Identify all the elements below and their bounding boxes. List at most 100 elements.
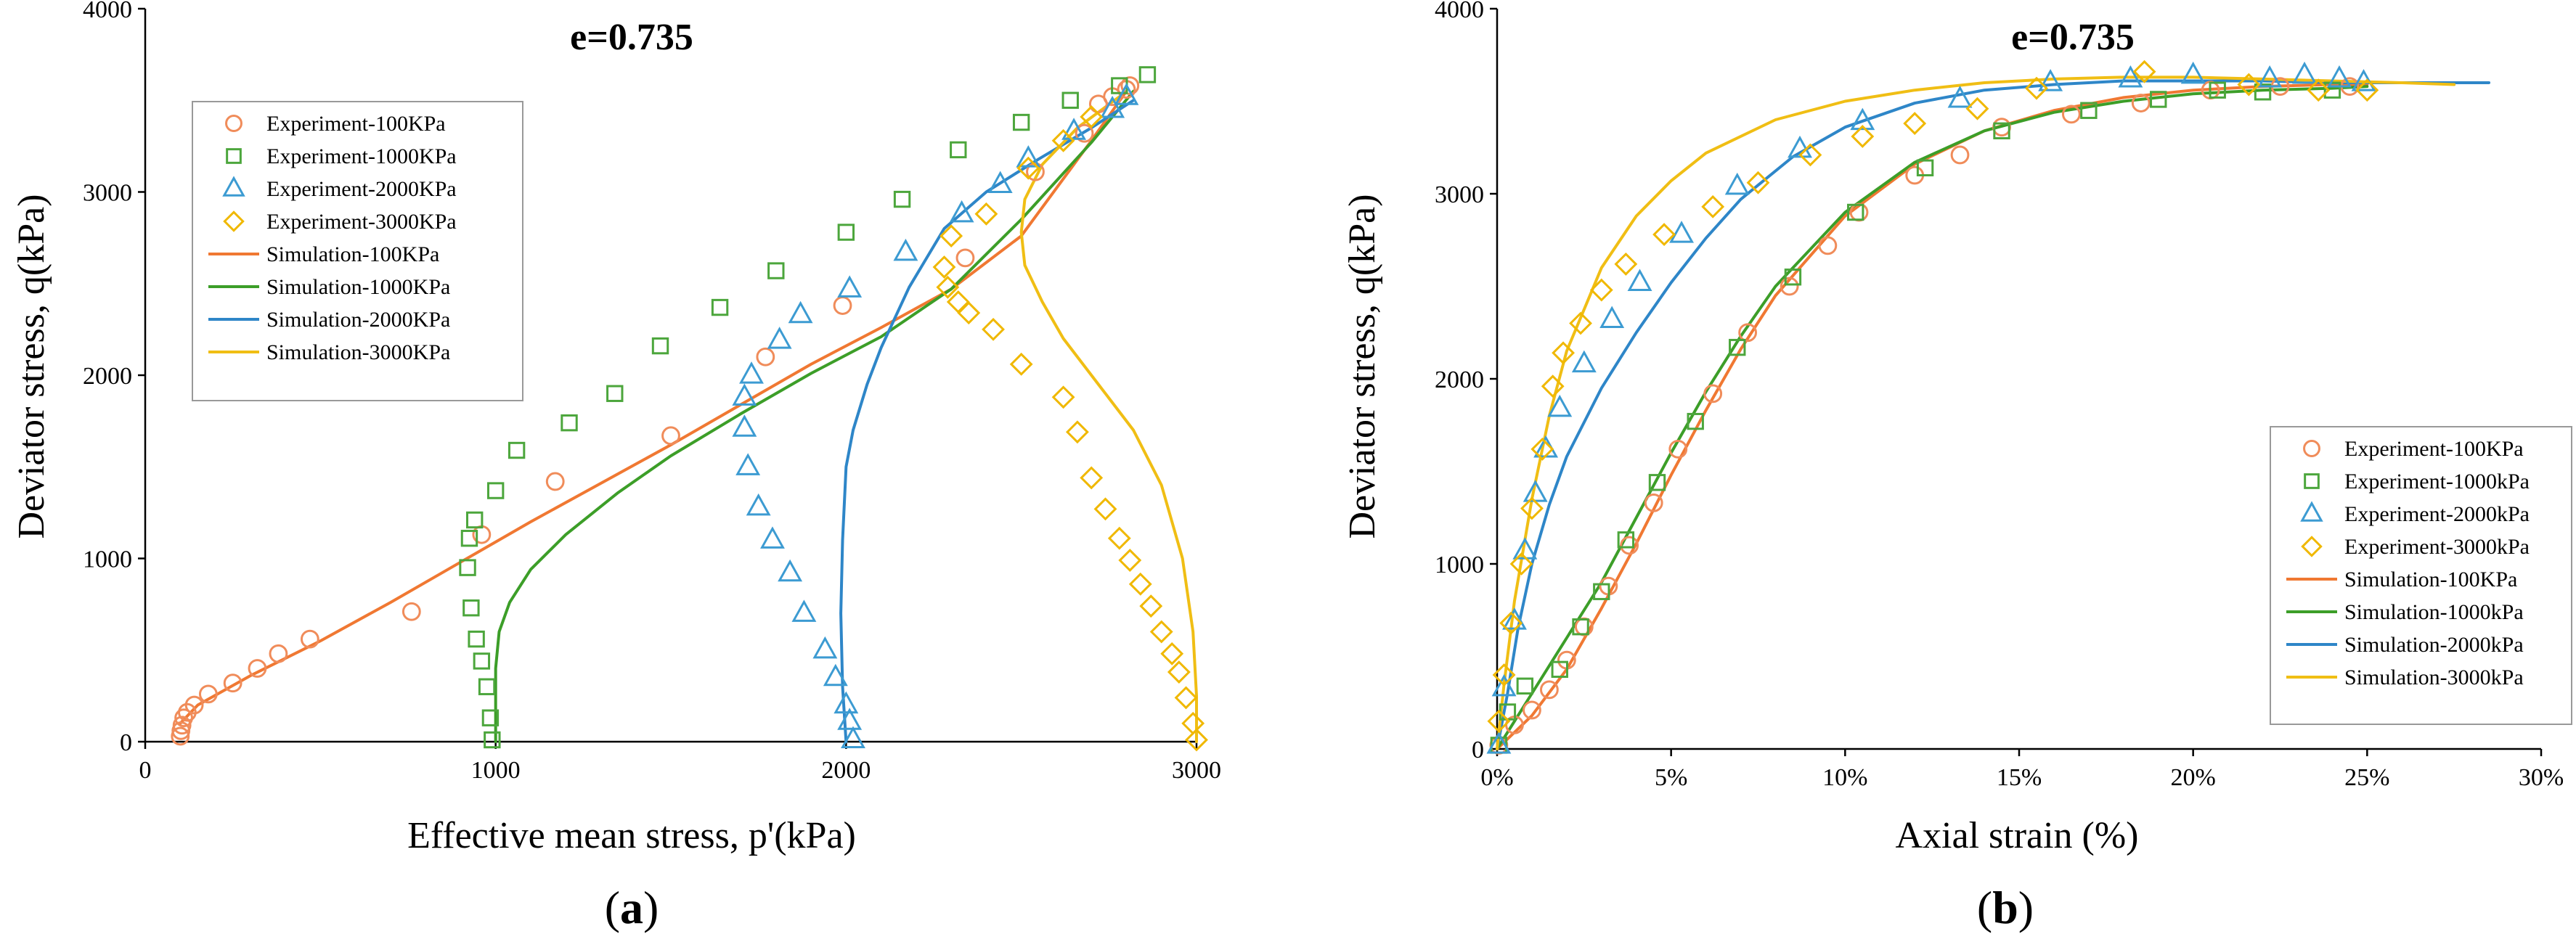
data-point-experiment-2000kpa — [746, 493, 771, 516]
data-point-experiment-1000kpa — [1572, 618, 1589, 636]
data-point-experiment-3000kpa — [2355, 78, 2379, 102]
data-point-experiment-1000kpa — [2323, 81, 2341, 99]
data-point-experiment-100kpa — [545, 472, 565, 491]
data-point-experiment-3000kpa — [2237, 73, 2261, 97]
data-point-experiment-1000kpa — [466, 511, 484, 529]
data-point-experiment-1000kpa — [1138, 66, 1157, 83]
data-point-experiment-3000kpa — [939, 224, 963, 248]
data-point-experiment-1000kpa — [478, 678, 496, 695]
data-point-experiment-2000kpa — [760, 526, 785, 549]
y-tick-label-a: 3000 — [83, 180, 132, 207]
panel-label-b-letter: b — [1992, 882, 2018, 933]
data-point-experiment-2000kpa — [2038, 69, 2063, 91]
legend-entry-simulation-2000kpa: Simulation-2000kPa — [2344, 633, 2524, 657]
data-point-experiment-100kpa — [1075, 123, 1094, 143]
data-point-experiment-100kpa — [661, 426, 680, 446]
data-point-experiment-3000kpa — [1798, 143, 1822, 167]
series-line-simulation-3000kpa-b — [1496, 75, 2456, 750]
legend-entry-simulation-100kpa: Simulation-100KPa — [266, 242, 439, 266]
data-point-experiment-3000kpa — [1149, 620, 1173, 644]
x-tick-label-b: 20% — [2171, 764, 2216, 791]
data-point-experiment-3000kpa — [1174, 686, 1198, 710]
data-point-experiment-2000kpa — [893, 238, 918, 261]
series-line-simulation-2000kpa-b — [1496, 79, 2491, 750]
x-tick-label-b: 0% — [1480, 764, 1513, 791]
data-point-experiment-2000kpa — [2180, 61, 2206, 84]
legend-swatch-experiment-100kpa — [2303, 440, 2320, 457]
data-point-experiment-2000kpa — [823, 663, 848, 687]
data-point-experiment-3000kpa — [957, 301, 981, 325]
data-point-experiment-1000kpa — [1648, 474, 1666, 491]
data-point-experiment-3000kpa — [1167, 660, 1191, 684]
data-point-experiment-3000kpa — [1614, 252, 1638, 276]
y-tick-label-a: 4000 — [83, 0, 132, 23]
data-point-experiment-3000kpa — [2025, 76, 2048, 100]
data-point-experiment-2000kpa — [2327, 65, 2352, 88]
x-tick-label-b: 5% — [1655, 764, 1687, 791]
legend-entry-experiment-2000kpa: Experiment-2000kPa — [2344, 502, 2530, 526]
data-point-experiment-1000kpa — [1593, 583, 1610, 600]
data-point-experiment-100kpa — [172, 716, 192, 735]
data-point-experiment-3000kpa — [1080, 466, 1104, 490]
data-point-experiment-1000kpa — [893, 190, 911, 208]
data-point-experiment-2000kpa — [735, 453, 761, 475]
data-point-experiment-2000kpa — [812, 636, 838, 659]
data-point-experiment-1000kpa — [2254, 83, 2272, 101]
data-point-experiment-3000kpa — [1487, 709, 1511, 733]
data-point-experiment-1000kpa — [2209, 81, 2226, 99]
data-point-experiment-2000kpa — [1571, 350, 1597, 373]
data-point-experiment-100kpa — [248, 659, 267, 678]
y-tick-label-b: 0 — [1472, 737, 1484, 763]
data-point-experiment-2000kpa — [1114, 83, 1139, 105]
data-point-experiment-1000kpa — [950, 141, 967, 159]
data-point-experiment-3000kpa — [1009, 352, 1033, 376]
data-point-experiment-3000kpa — [1181, 711, 1205, 735]
series-line-simulation-2000kpa-a — [839, 99, 1136, 743]
legend-entry-simulation-1000kpa: Simulation-1000kPa — [2344, 600, 2524, 624]
data-point-experiment-1000kpa — [2150, 91, 2167, 108]
legend-entry-experiment-100kpa: Experiment-100KPa — [266, 112, 446, 136]
data-point-experiment-100kpa — [1818, 236, 1838, 255]
data-point-experiment-100kpa — [198, 684, 218, 704]
legend-swatch-experiment-1000kpa — [2304, 473, 2320, 489]
data-point-experiment-100kpa — [1026, 162, 1045, 181]
data-point-experiment-100kpa — [300, 629, 319, 649]
y-tick-label-b: 2000 — [1435, 366, 1484, 393]
data-point-experiment-2000kpa — [1100, 95, 1125, 118]
x-axis-label-b: Axial strain (%) — [1895, 815, 2138, 856]
data-point-experiment-3000kpa — [1701, 194, 1725, 218]
data-point-experiment-100kpa — [402, 602, 421, 621]
data-point-experiment-1000kpa — [484, 731, 501, 749]
data-point-experiment-3000kpa — [1065, 420, 1089, 444]
data-point-experiment-3000kpa — [1118, 549, 1142, 572]
data-point-experiment-2000kpa — [1788, 135, 1812, 158]
legend-entry-simulation-100kpa: Simulation-100KPa — [2344, 568, 2517, 591]
data-point-experiment-100kpa — [1540, 680, 1559, 700]
y-tick-label-b: 3000 — [1435, 181, 1484, 208]
data-point-experiment-100kpa — [223, 673, 242, 693]
data-point-experiment-3000kpa — [1589, 278, 1613, 302]
data-point-experiment-2000kpa — [1947, 86, 1973, 108]
data-point-experiment-3000kpa — [1903, 112, 1927, 136]
data-point-experiment-2000kpa — [1547, 394, 1573, 417]
legend-entry-experiment-1000kpa: Experiment-1000KPa — [266, 144, 457, 168]
x-tick-label-a: 0 — [139, 757, 152, 784]
data-point-experiment-100kpa — [269, 644, 288, 663]
data-point-experiment-1000kpa — [460, 530, 478, 547]
legend-entry-experiment-3000kpa: Experiment-3000kPa — [2344, 535, 2530, 559]
data-point-experiment-2000kpa — [2292, 61, 2318, 84]
legend-swatch-experiment-3000kpa — [2301, 536, 2323, 557]
legend-entry-simulation-1000kpa: Simulation-1000KPa — [266, 275, 450, 299]
data-point-experiment-2000kpa — [833, 691, 859, 714]
data-point-experiment-2000kpa — [1533, 435, 1559, 458]
data-point-experiment-100kpa — [833, 296, 852, 315]
data-point-experiment-1000kpa — [606, 385, 624, 402]
data-point-experiment-1000kpa — [837, 224, 855, 241]
data-point-experiment-3000kpa — [946, 290, 970, 314]
data-point-experiment-2000kpa — [1850, 107, 1875, 131]
data-point-experiment-100kpa — [756, 347, 775, 366]
data-point-experiment-100kpa — [1523, 700, 1541, 720]
chart-title-a: e=0.735 — [570, 17, 693, 58]
y-axis-label-b: Deviator stress, q(kPa) — [1342, 194, 1383, 538]
data-point-experiment-3000kpa — [1128, 572, 1152, 596]
